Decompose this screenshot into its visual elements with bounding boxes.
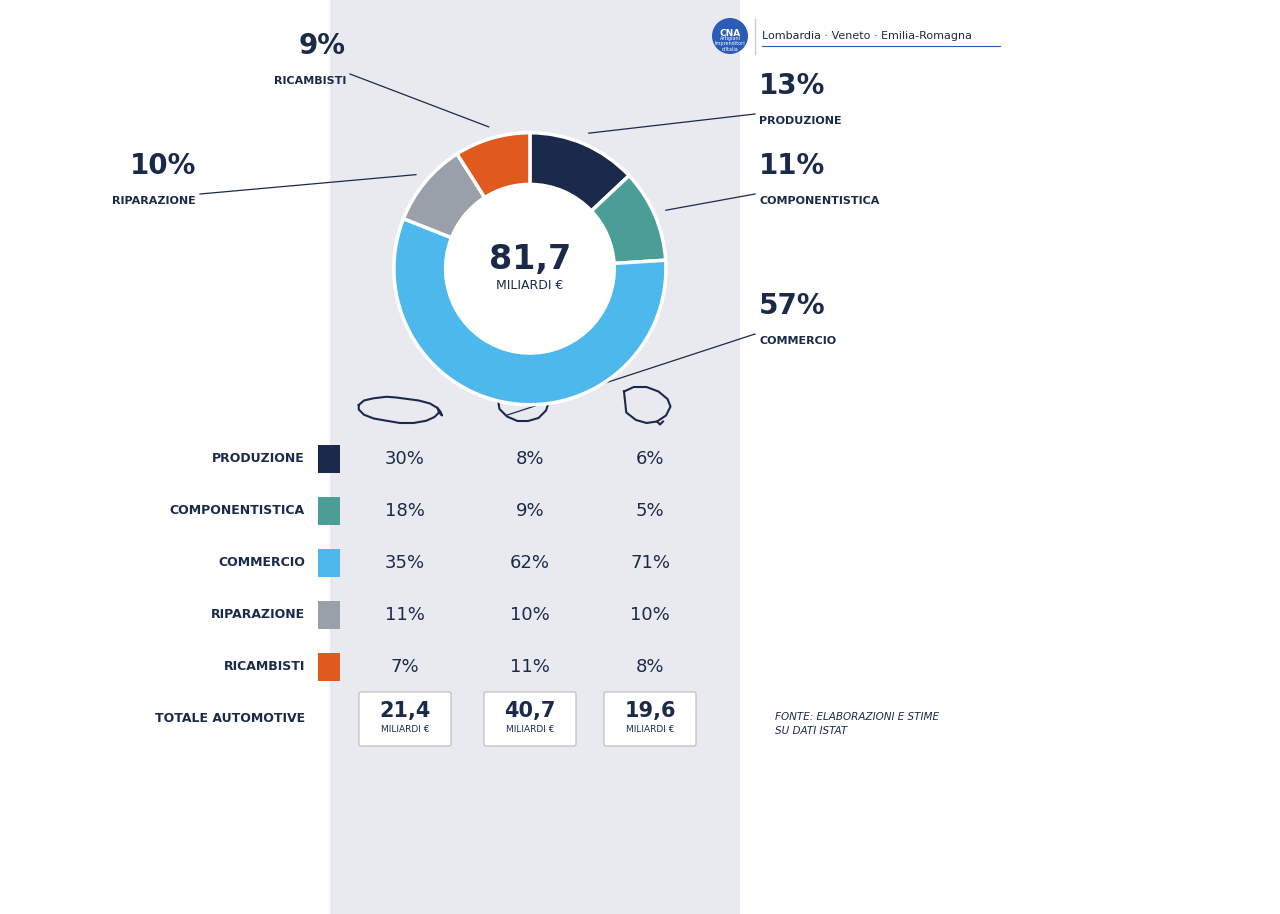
- Text: 21,4: 21,4: [379, 701, 430, 721]
- Text: 19,6: 19,6: [625, 701, 676, 721]
- FancyBboxPatch shape: [604, 692, 696, 746]
- Text: 6%: 6%: [636, 450, 664, 468]
- Text: COMMERCIO: COMMERCIO: [218, 557, 305, 569]
- Bar: [317, 549, 340, 577]
- Text: FONTE: ELABORAZIONI E STIME
SU DATI ISTAT: FONTE: ELABORAZIONI E STIME SU DATI ISTA…: [774, 712, 940, 737]
- Text: 10%: 10%: [630, 606, 669, 624]
- Wedge shape: [530, 133, 628, 211]
- Text: 40,7: 40,7: [504, 701, 556, 721]
- Bar: [330, 0, 740, 914]
- Text: RIPARAZIONE: RIPARAZIONE: [113, 196, 196, 206]
- Bar: [317, 445, 340, 473]
- Text: MILIARDI €: MILIARDI €: [380, 725, 429, 734]
- Text: RICAMBISTI: RICAMBISTI: [274, 76, 346, 86]
- FancyBboxPatch shape: [484, 692, 576, 746]
- Text: 7%: 7%: [390, 658, 420, 676]
- Text: 8%: 8%: [516, 450, 544, 468]
- Text: 18%: 18%: [385, 502, 425, 520]
- Circle shape: [445, 185, 614, 353]
- Text: 81,7: 81,7: [489, 243, 571, 276]
- FancyBboxPatch shape: [358, 692, 451, 746]
- Bar: [317, 497, 340, 525]
- Text: COMMERCIO: COMMERCIO: [759, 336, 836, 346]
- Text: RIPARAZIONE: RIPARAZIONE: [211, 609, 305, 622]
- Text: 10%: 10%: [511, 606, 550, 624]
- Text: 9%: 9%: [516, 502, 544, 520]
- Bar: [317, 653, 340, 681]
- Bar: [317, 601, 340, 629]
- Text: 11%: 11%: [509, 658, 550, 676]
- Wedge shape: [403, 154, 485, 238]
- Wedge shape: [394, 218, 666, 405]
- Wedge shape: [591, 175, 666, 263]
- Text: MILIARDI €: MILIARDI €: [506, 725, 554, 734]
- Text: Artigiani
Imprenditori
d'Italia: Artigiani Imprenditori d'Italia: [714, 36, 745, 52]
- Text: 11%: 11%: [759, 152, 826, 180]
- Text: 10%: 10%: [129, 152, 196, 180]
- Text: COMPONENTISTICA: COMPONENTISTICA: [170, 505, 305, 517]
- Text: 62%: 62%: [509, 554, 550, 572]
- Text: 11%: 11%: [385, 606, 425, 624]
- Text: 5%: 5%: [636, 502, 664, 520]
- Wedge shape: [457, 133, 530, 197]
- Text: 35%: 35%: [385, 554, 425, 572]
- Circle shape: [712, 18, 748, 54]
- Text: 71%: 71%: [630, 554, 669, 572]
- Text: 30%: 30%: [385, 450, 425, 468]
- Text: 8%: 8%: [636, 658, 664, 676]
- Text: PRODUZIONE: PRODUZIONE: [212, 452, 305, 465]
- Text: PRODUZIONE: PRODUZIONE: [759, 116, 842, 126]
- Text: Lombardia · Veneto · Emilia-Romagna: Lombardia · Veneto · Emilia-Romagna: [762, 31, 972, 41]
- Text: MILIARDI €: MILIARDI €: [626, 725, 675, 734]
- Text: 57%: 57%: [759, 292, 826, 320]
- Text: TOTALE AUTOMOTIVE: TOTALE AUTOMOTIVE: [155, 713, 305, 726]
- Text: RICAMBISTI: RICAMBISTI: [224, 661, 305, 674]
- Text: 9%: 9%: [300, 32, 346, 60]
- Text: MILIARDI €: MILIARDI €: [497, 279, 563, 292]
- Text: CNA: CNA: [719, 29, 741, 38]
- Text: COMPONENTISTICA: COMPONENTISTICA: [759, 196, 879, 206]
- Text: 13%: 13%: [759, 72, 826, 100]
